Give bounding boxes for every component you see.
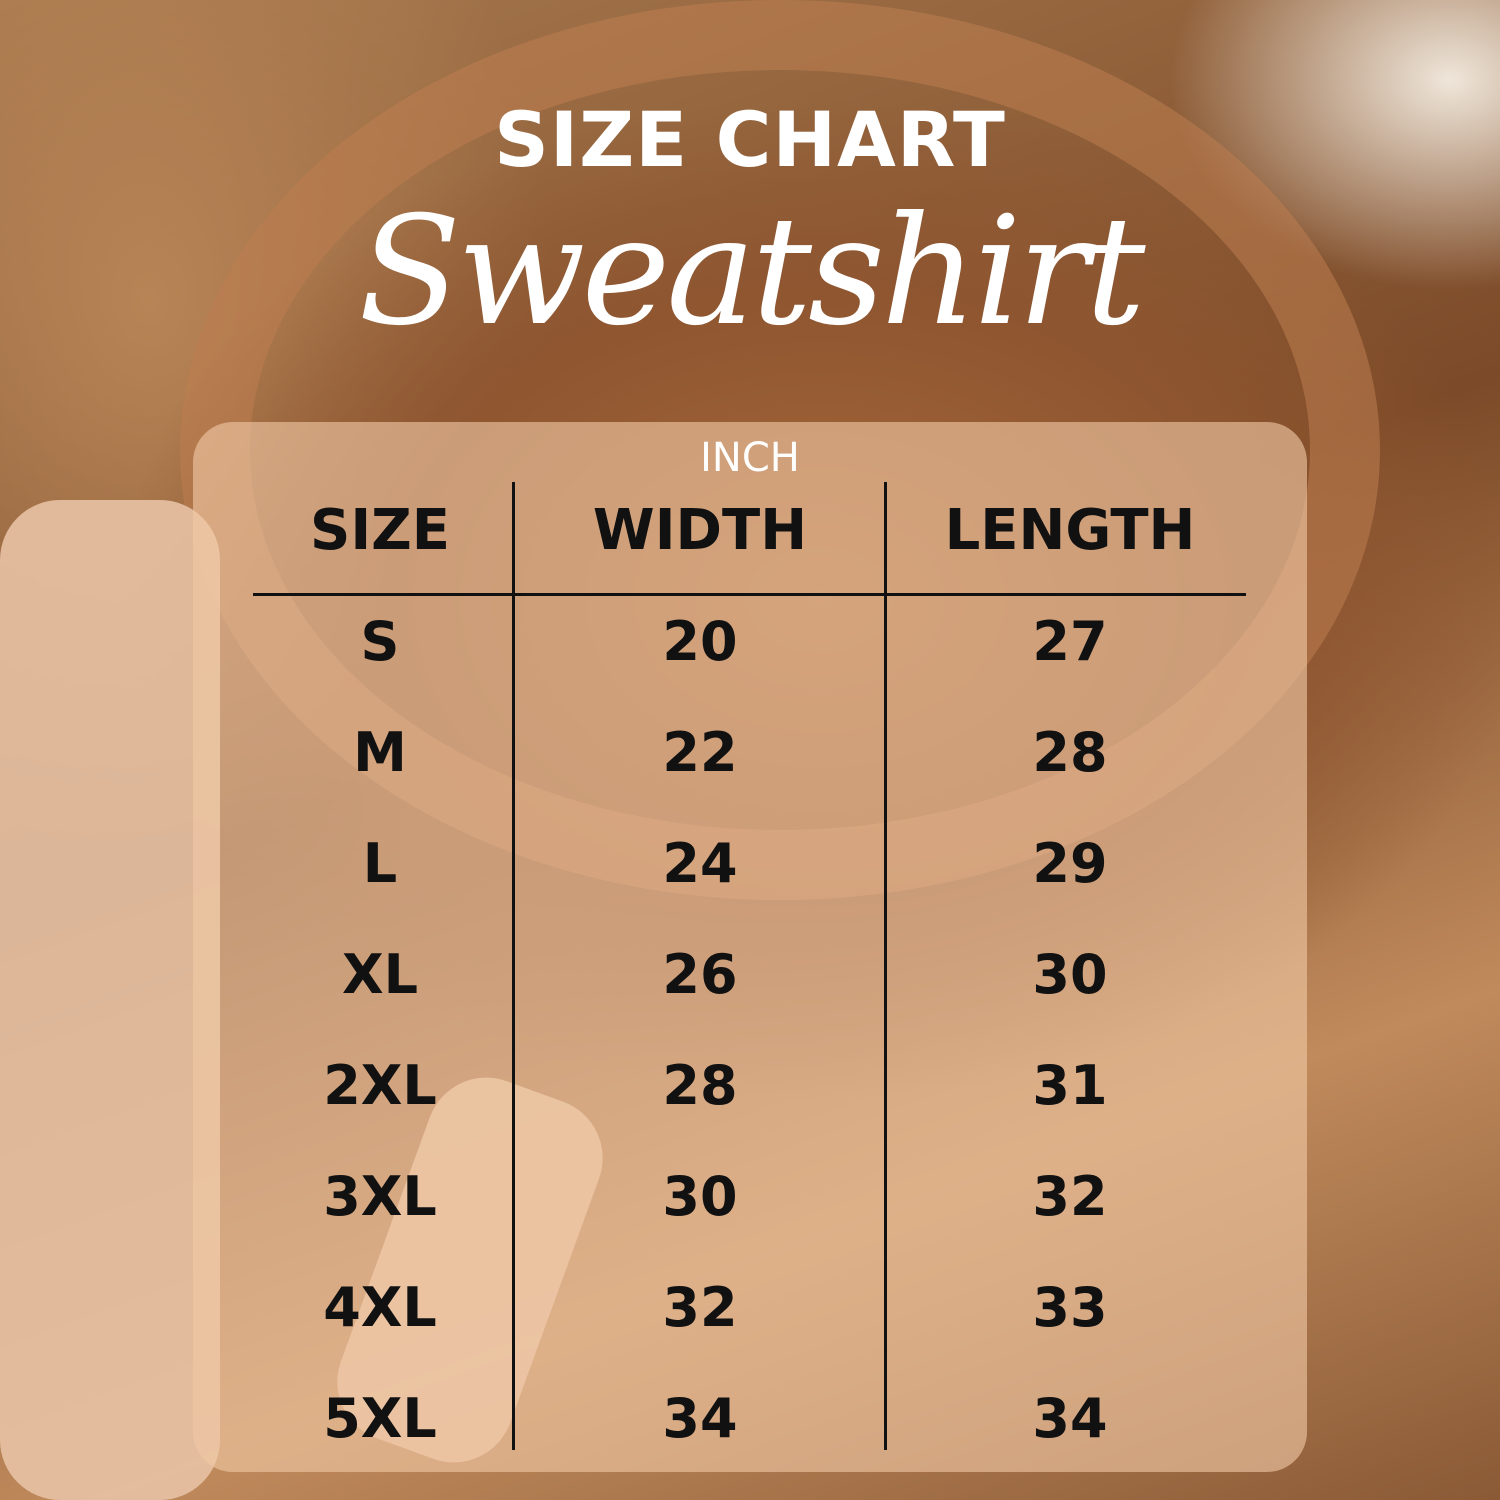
width-cell: 28: [662, 1054, 738, 1117]
column-header: SIZE: [309, 498, 451, 563]
column-divider: [512, 482, 515, 1450]
length-cell: 34: [1032, 1387, 1108, 1450]
size-cell: S: [360, 610, 400, 673]
size-cell: 2XL: [323, 1054, 437, 1117]
size-table-panel: [193, 422, 1307, 1472]
width-cell: 24: [662, 832, 738, 895]
length-cell: 32: [1032, 1165, 1108, 1228]
width-cell: 30: [662, 1165, 738, 1228]
subtitle: Sweatshirt: [358, 185, 1145, 359]
size-cell: L: [362, 832, 398, 895]
unit-label: INCH: [700, 435, 800, 481]
size-cell: M: [353, 721, 407, 784]
width-cell: 20: [662, 610, 738, 673]
width-cell: 32: [662, 1276, 738, 1339]
width-cell: 22: [662, 721, 738, 784]
width-cell: 34: [662, 1387, 738, 1450]
column-header: LENGTH: [944, 498, 1196, 563]
length-cell: 33: [1032, 1276, 1108, 1339]
title: SIZE CHART: [494, 95, 1006, 184]
header-divider: [253, 593, 1246, 596]
size-cell: 3XL: [323, 1165, 437, 1228]
column-divider: [884, 482, 887, 1450]
length-cell: 30: [1032, 943, 1108, 1006]
column-header: WIDTH: [592, 498, 808, 563]
size-cell: XL: [341, 943, 419, 1006]
length-cell: 29: [1032, 832, 1108, 895]
length-cell: 28: [1032, 721, 1108, 784]
hand-photo: [0, 500, 220, 1500]
size-cell: 4XL: [323, 1276, 437, 1339]
length-cell: 27: [1032, 610, 1108, 673]
length-cell: 31: [1032, 1054, 1108, 1117]
width-cell: 26: [662, 943, 738, 1006]
size-cell: 5XL: [323, 1387, 437, 1450]
